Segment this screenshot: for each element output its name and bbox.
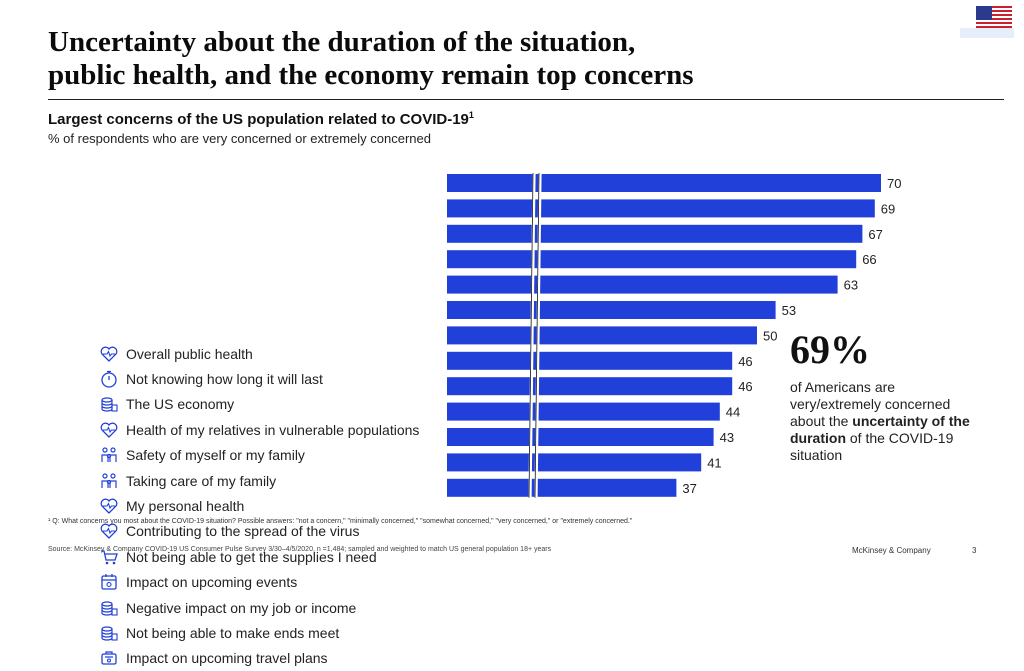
subtitle-text: Largest concerns of the US population re… [48, 111, 469, 128]
bar-impact-on-upcoming-events [447, 402, 720, 421]
bar-health-of-my-relatives-in-vulnerable-populations [447, 250, 857, 269]
category-label-impact-on-upcoming-events: Impact on upcoming events [126, 574, 298, 591]
bar-negative-impact-on-my-job-or-income [447, 428, 714, 446]
data-label-not-knowing-how-long-it-will-last: 69 [881, 201, 895, 216]
data-label-safety-of-myself-or-my-family: 63 [844, 278, 858, 293]
category-label-impact-on-upcoming-travel-plans: Impact on upcoming travel plans [126, 650, 328, 667]
category-label-negative-impact-on-my-job-or-income: Negative impact on my job or income [126, 599, 357, 616]
suitcase-icon [98, 648, 120, 668]
bar-not-being-able-to-get-the-supplies-i-need [447, 377, 733, 396]
category-row: Taking care of my family [98, 468, 438, 493]
coins-icon [98, 623, 120, 643]
category-row: Impact on upcoming events [98, 570, 438, 595]
coins-icon [98, 394, 120, 414]
axis-break-marker [528, 172, 542, 498]
category-label-taking-care-of-my-family: Taking care of my family [126, 472, 277, 489]
brand-name: McKinsey & Company [852, 546, 931, 555]
category-row: Not being able to make ends meet [98, 620, 438, 645]
data-label-the-us-economy: 67 [868, 227, 882, 242]
footnote: ¹ Q: What concerns you most about the CO… [48, 518, 633, 525]
category-row: Health of my relatives in vulnerable pop… [98, 417, 438, 442]
heart-pulse-icon [98, 521, 120, 541]
callout-text-post: of the COVID-19 situation [790, 430, 954, 463]
bar-overall-public-health [447, 174, 881, 192]
data-label-not-being-able-to-get-the-supplies-i-need: 46 [738, 379, 752, 394]
chart-unit-note: % of respondents who are very concerned … [48, 131, 431, 146]
subtitle-footnote-marker: 1 [468, 110, 474, 120]
bar-the-us-economy [447, 224, 863, 243]
title-line-2: public health, and the economy remain to… [48, 59, 694, 91]
chart-subtitle: Largest concerns of the US population re… [48, 110, 474, 128]
category-row: Impact on upcoming travel plans [98, 646, 438, 671]
bar-impact-on-upcoming-travel-plans [447, 478, 677, 497]
data-label-my-personal-health: 50 [763, 328, 777, 343]
bar-not-being-able-to-make-ends-meet [447, 453, 702, 472]
data-label-impact-on-upcoming-events: 44 [726, 405, 740, 420]
bar-chart: 70 69 67 66 63 53 50 46 46 44 43 41 37 [447, 172, 901, 498]
bar-safety-of-myself-or-my-family [447, 275, 838, 294]
calendar-icon [98, 572, 120, 592]
category-row: My personal health [98, 493, 438, 518]
flag-tag [960, 28, 1014, 38]
callout-text-bold: uncertainty of the duration [790, 413, 970, 446]
page-title: Uncertainty about the duration of the si… [48, 26, 948, 92]
data-label-taking-care-of-my-family: 53 [782, 303, 796, 318]
title-rule [48, 99, 1004, 100]
category-row: The US economy [98, 392, 438, 417]
data-label-impact-on-upcoming-travel-plans: 37 [682, 481, 696, 496]
category-row: Contributing to the spread of the virus [98, 519, 438, 544]
family-icon [98, 445, 120, 465]
category-row: Not knowing how long it will last [98, 366, 438, 391]
bar-taking-care-of-my-family [447, 301, 776, 319]
heart-pulse-icon [98, 496, 120, 516]
category-label-overall-public-health: Overall public health [126, 345, 253, 362]
data-label-contributing-to-the-spread-of-the-virus: 46 [738, 354, 752, 369]
category-label-my-personal-health: My personal health [126, 497, 245, 514]
category-row: Negative impact on my job or income [98, 595, 438, 620]
page-number: 3 [972, 546, 977, 555]
callout-value: 69% [790, 327, 870, 372]
data-label-overall-public-health: 70 [887, 176, 901, 191]
callout-text-pre: of Americans are very/extremely concerne… [790, 379, 951, 429]
source-note: Source: McKinsey & Company COVID-19 US C… [48, 546, 552, 553]
coins-icon [98, 598, 120, 618]
title-line-1: Uncertainty about the duration of the si… [48, 26, 636, 58]
category-label-health-of-my-relatives-in-vulnerable-populations: Health of my relatives in vulnerable pop… [126, 421, 420, 438]
category-label-not-being-able-to-make-ends-meet: Not being able to make ends meet [126, 624, 340, 641]
data-label-not-being-able-to-make-ends-meet: 41 [707, 455, 721, 470]
heart-pulse-icon [98, 344, 120, 364]
bar-contributing-to-the-spread-of-the-virus [447, 351, 733, 370]
heart-pulse-icon [98, 420, 120, 440]
bar-my-personal-health [447, 326, 757, 345]
data-label-health-of-my-relatives-in-vulnerable-populations: 66 [862, 252, 876, 267]
category-label-safety-of-myself-or-my-family: Safety of myself or my family [126, 447, 305, 464]
bar-not-knowing-how-long-it-will-last [447, 199, 875, 218]
category-row: Overall public health [98, 341, 438, 366]
category-row: Safety of myself or my family [98, 443, 438, 468]
stopwatch-icon [98, 369, 120, 389]
category-label-the-us-economy: The US economy [126, 396, 235, 413]
data-label-negative-impact-on-my-job-or-income: 43 [720, 430, 734, 445]
category-label-contributing-to-the-spread-of-the-virus: Contributing to the spread of the virus [126, 523, 360, 540]
category-label-not-knowing-how-long-it-will-last: Not knowing how long it will last [126, 370, 323, 387]
family-icon [98, 471, 120, 491]
callout-text: of Americans are very/extremely concerne… [790, 379, 970, 464]
